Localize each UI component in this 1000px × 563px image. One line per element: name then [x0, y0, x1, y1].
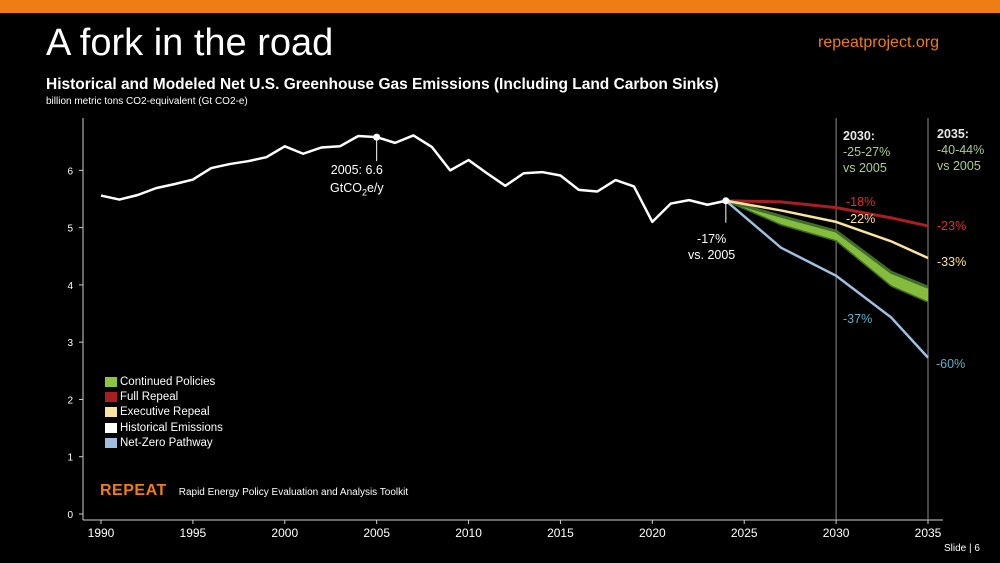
marker-2005 — [373, 133, 381, 141]
annotation-2005-unit-tail: e/y — [366, 181, 384, 195]
legend-item-continued: Continued Policies — [105, 374, 223, 389]
chart-units: billion metric tons CO2-equivalent (Gt C… — [46, 96, 248, 107]
label-full-repeal-2030: -18% — [846, 195, 876, 209]
annotation-2035-range: -40-44% — [937, 143, 985, 157]
annotation-2005-line1: 2005: 6.6 — [330, 163, 383, 177]
y-tick-label-0: 0 — [67, 510, 73, 521]
label-net-zero-2035: -60% — [936, 357, 966, 371]
annotation-2005-subscript: 2 — [361, 187, 367, 198]
x-tick-label-1990: 1990 — [88, 526, 115, 540]
annotation-2024-line1: -17% — [697, 232, 727, 246]
y-tick-label-1: 1 — [67, 453, 73, 464]
chart-subtitle: Historical and Modeled Net U.S. Greenhou… — [46, 76, 719, 93]
x-tick-label-2010: 2010 — [455, 526, 482, 540]
annotation-2024-line2: vs. 2005 — [688, 248, 736, 262]
chart-legend: Continued Policies Full Repeal Executive… — [105, 374, 223, 450]
x-tick-label-2025: 2025 — [731, 526, 758, 540]
legend-label-historical: Historical Emissions — [120, 421, 223, 434]
legend-label-exec-repeal: Executive Repeal — [120, 406, 210, 419]
y-tick-label-6: 6 — [67, 166, 73, 177]
legend-item-exec-repeal: Executive Repeal — [105, 405, 223, 420]
annotation-2030-summary: 2030: -25-27% vs 2005 — [843, 128, 890, 176]
series-continued-upper — [725, 199, 929, 289]
label-exec-repeal-2030: -22% — [846, 212, 876, 226]
annotation-2035-ref: vs 2005 — [937, 159, 981, 173]
legend-swatch-historical — [105, 422, 117, 433]
repeat-tagline: Rapid Energy Policy Evaluation and Analy… — [178, 487, 409, 498]
series-historical-line — [100, 134, 727, 224]
legend-label-full-repeal: Full Repeal — [120, 390, 179, 403]
annotation-2030-heading: 2030: — [843, 129, 875, 143]
y-tick-label-5: 5 — [67, 224, 73, 235]
series-full-repeal-line — [725, 199, 929, 228]
label-full-repeal-2035: -23% — [937, 219, 967, 233]
annotation-2035-heading: 2035: — [937, 127, 969, 141]
series-continued-band — [725, 200, 928, 303]
legend-swatch-full-repeal — [105, 391, 117, 402]
annotation-2030-range: -25-27% — [843, 145, 891, 159]
x-tick-label-2035: 2035 — [915, 526, 942, 540]
annotation-2024: -17% vs. 2005 — [688, 231, 735, 263]
x-tick-label-2005: 2005 — [363, 526, 390, 540]
legend-item-full-repeal: Full Repeal — [105, 389, 223, 404]
repeat-logo: REPEAT — [100, 482, 167, 499]
legend-label-net-zero: Net-Zero Pathway — [120, 436, 213, 449]
annotation-2035-summary: 2035: -40-44% vs 2005 — [937, 126, 984, 174]
legend-swatch-continued — [105, 376, 117, 387]
marker-2024 — [722, 197, 730, 205]
repeat-branding: REPEAT Rapid Energy Policy Evaluation an… — [100, 482, 408, 500]
legend-swatch-net-zero — [105, 437, 117, 448]
legend-swatch-exec-repeal — [105, 407, 117, 418]
series-net-zero-line — [725, 199, 929, 359]
top-accent-bar — [0, 0, 1000, 13]
y-tick-label-4: 4 — [67, 281, 73, 292]
legend-item-historical: Historical Emissions — [105, 420, 223, 435]
x-tick-label-2020: 2020 — [639, 526, 666, 540]
x-tick-label-1995: 1995 — [180, 526, 207, 540]
x-tick-label-2015: 2015 — [547, 526, 574, 540]
series-exec-repeal-line — [725, 199, 929, 260]
annotation-2005-unit: GtCO — [330, 181, 362, 195]
annotation-2005-peak: 2005: 6.6 GtCO2e/y — [330, 161, 384, 202]
slide-number: Slide | 6 — [944, 543, 980, 554]
x-tick-label-2000: 2000 — [271, 526, 298, 540]
y-tick-label-2: 2 — [67, 395, 73, 406]
y-tick-label-3: 3 — [67, 338, 73, 349]
series-continued-lower — [725, 200, 929, 303]
annotation-2030-ref: vs 2005 — [843, 161, 887, 175]
annotation-2005-line2: GtCO2e/y — [330, 179, 384, 202]
x-tick-label-2030: 2030 — [823, 526, 850, 540]
slide-title: A fork in the road — [46, 22, 334, 64]
legend-item-net-zero: Net-Zero Pathway — [105, 435, 223, 450]
legend-label-continued: Continued Policies — [120, 375, 216, 388]
label-exec-repeal-2035: -33% — [937, 255, 967, 269]
site-url[interactable]: repeatproject.org — [818, 34, 939, 51]
label-net-zero-2030: -37% — [843, 312, 873, 326]
